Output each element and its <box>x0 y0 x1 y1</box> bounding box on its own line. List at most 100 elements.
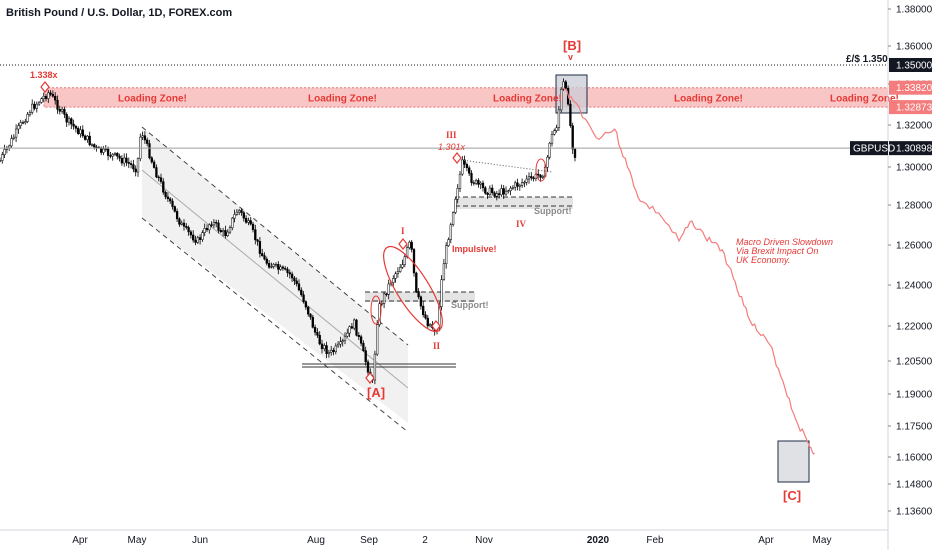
candle-body <box>525 178 528 183</box>
candle-body <box>205 228 209 231</box>
candle-body <box>251 223 255 230</box>
candle-body <box>155 167 158 178</box>
candle-body <box>288 272 291 275</box>
candle-body <box>562 81 565 90</box>
candle-body <box>355 319 358 336</box>
candle-body <box>277 264 280 270</box>
y-tick-label: 1.22000 <box>896 322 932 333</box>
candle-body <box>159 177 163 182</box>
candle-body <box>472 182 475 184</box>
candle-body <box>60 108 64 112</box>
candle-body <box>491 187 494 194</box>
candle-body <box>37 102 41 105</box>
candle-body <box>249 220 252 225</box>
candle-body <box>362 343 365 351</box>
candle-body <box>504 190 508 195</box>
candle-body <box>456 188 459 200</box>
y-tick-label: 1.19000 <box>896 390 932 401</box>
y-tick-label: 1.17500 <box>896 422 932 433</box>
candle-body <box>394 273 397 279</box>
candle-body <box>449 224 452 240</box>
candle-body <box>56 99 59 110</box>
candle-body <box>196 237 199 243</box>
candle-body <box>336 343 340 347</box>
impulsive-label: Impulsive! <box>452 244 497 254</box>
projection-series-line <box>562 87 815 455</box>
candle-body <box>451 212 455 225</box>
candle-body <box>178 218 181 225</box>
candle-body <box>129 163 133 165</box>
symbol-tag-box <box>850 141 888 156</box>
candle-body <box>281 266 285 269</box>
y-highlight-box <box>889 100 932 115</box>
chart-title: British Pound / U.S. Dollar, 1D, FOREX.c… <box>6 7 232 19</box>
candle-body <box>3 149 6 155</box>
small-ellipse-left <box>370 295 382 325</box>
candle-body <box>86 135 89 140</box>
candle-body <box>479 182 482 185</box>
candle-body <box>261 253 264 256</box>
y-tick-label: 1.13600 <box>896 507 932 518</box>
candle-body <box>12 136 15 139</box>
wave-c-label: [C] <box>783 488 801 503</box>
y-highlight-label: 1.32873 <box>896 103 932 114</box>
wave-c-target-box <box>777 440 810 483</box>
candle-body <box>422 305 425 316</box>
macro-label-line2: Via Brexit Impact On <box>736 246 818 256</box>
candle-body <box>263 255 266 260</box>
candle-body <box>63 108 66 115</box>
candle-body <box>152 161 156 168</box>
candle-body <box>297 283 301 291</box>
candle-body <box>408 241 411 248</box>
candle-body <box>187 227 190 233</box>
candle-body <box>49 92 52 95</box>
candle-body <box>396 271 400 274</box>
wave-a-label: [A] <box>367 385 385 400</box>
candle-body <box>31 103 34 113</box>
candle-body <box>104 148 107 151</box>
candle-body <box>539 174 542 178</box>
candle-body <box>44 96 48 99</box>
candle-body <box>208 224 211 231</box>
candle-body <box>343 335 347 341</box>
candle-body <box>323 345 326 349</box>
candle-body <box>194 239 197 243</box>
candle-body <box>171 200 174 207</box>
candle-body <box>256 239 259 242</box>
candle-body <box>109 155 112 157</box>
loading-zone-label: Loading Zone! <box>308 93 377 104</box>
y-highlight-label: 1.33820 <box>896 83 932 94</box>
loading-zone-label: Loading Zone! <box>830 93 899 104</box>
candle-body <box>511 187 515 189</box>
candle-body <box>541 176 544 178</box>
channel-fill <box>142 127 408 423</box>
candle-body <box>166 196 170 200</box>
candle-body <box>573 148 577 158</box>
candle-body <box>440 279 443 307</box>
candle-body <box>146 139 149 144</box>
candle-body <box>254 229 257 241</box>
candle-body <box>293 277 296 282</box>
candle-body <box>295 280 298 285</box>
candle-body <box>353 319 356 329</box>
wave-i-label: I <box>401 226 405 236</box>
candle-body <box>290 273 294 279</box>
candle-body <box>247 220 250 223</box>
gbp-level-label: £/$ 1.350 <box>846 54 888 65</box>
candle-body <box>81 129 84 137</box>
candle-body <box>401 264 404 268</box>
candle-body <box>74 125 78 129</box>
candle-body <box>118 155 121 159</box>
candle-body <box>132 164 135 170</box>
macro-label-line1: Macro Driven Slowdown <box>736 237 833 247</box>
candle-body <box>509 188 512 191</box>
candle-body <box>24 121 27 123</box>
candle-body <box>463 159 466 165</box>
candle-body <box>157 176 160 179</box>
candle-body <box>564 81 567 89</box>
candle-body <box>258 241 262 254</box>
candle-body <box>382 293 386 304</box>
candle-body <box>560 88 563 111</box>
